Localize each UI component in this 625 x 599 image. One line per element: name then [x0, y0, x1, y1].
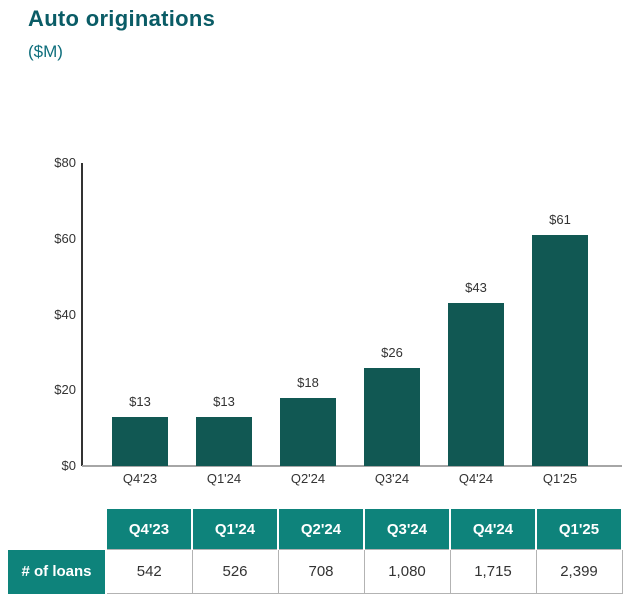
table-value-cell: 1,080 [363, 549, 451, 594]
y-tick-label: $0 [61, 458, 76, 473]
x-tick-label: Q1'25 [542, 471, 578, 486]
table-value-cell: 1,715 [449, 549, 537, 594]
table-header-cell: Q1'25 [535, 507, 623, 550]
table-value-cell: 2,399 [535, 549, 623, 594]
table-header-row: Q4'23 Q1'24 Q2'24 Q3'24 Q4'24 Q1'25 [8, 507, 623, 550]
page-title: Auto originations [28, 6, 216, 31]
page-subtitle: ($M) [28, 42, 63, 61]
table-value-cell: 708 [277, 549, 365, 594]
bar [196, 417, 252, 466]
table-value-cell: 526 [191, 549, 279, 594]
table-row: # of loans 542 526 708 1,080 1,715 2,399 [8, 549, 623, 594]
table-header-cell: Q2'24 [277, 507, 365, 550]
auto-originations-bar-chart: $0 $20 $40 $60 $80 $13 Q4'23 $13 Q1'24 $18 Q2'24 $… [54, 155, 622, 486]
y-tick-label: $20 [54, 382, 76, 398]
x-tick-label: Q4'23 [122, 471, 158, 486]
y-axis-line [81, 163, 83, 466]
bar-value-label: $18 [297, 375, 319, 390]
table-corner-cell [8, 508, 106, 550]
bar-value-label: $43 [465, 280, 487, 295]
bar-value-label: $26 [381, 345, 403, 360]
bar [112, 417, 168, 466]
table-value-cell: 542 [105, 549, 193, 594]
loans-table: Q4'23 Q1'24 Q2'24 Q3'24 Q4'24 Q1'25 # of loans… [8, 507, 623, 594]
bar [280, 398, 336, 466]
bar [532, 235, 588, 466]
table-header-cell: Q4'23 [105, 507, 193, 550]
table-row-label: # of loans [8, 549, 107, 594]
bar-value-label: $13 [129, 394, 151, 409]
table-header-cell: Q1'24 [191, 507, 279, 550]
table-header-cell: Q3'24 [363, 507, 451, 550]
bar [448, 303, 504, 466]
x-tick-label: Q2'24 [290, 471, 326, 486]
y-tick-label: $80 [54, 155, 76, 170]
x-axis-line [82, 465, 622, 467]
y-tick-label: $40 [54, 306, 76, 322]
table-header-cell: Q4'24 [449, 507, 537, 550]
bar-value-label: $13 [213, 394, 235, 409]
x-tick-label: Q4'24 [458, 471, 494, 486]
x-tick-label: Q1'24 [206, 471, 242, 486]
bar-value-label: $61 [549, 212, 571, 227]
bar [364, 368, 420, 466]
y-tick-label: $60 [54, 230, 76, 246]
x-tick-label: Q3'24 [374, 471, 410, 486]
